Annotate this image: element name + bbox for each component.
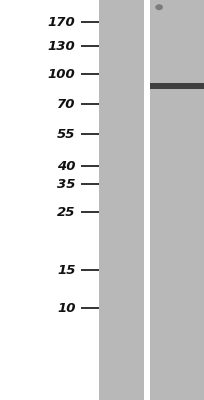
Bar — [150, 0, 204, 400]
Text: 40: 40 — [57, 160, 75, 172]
Text: 35: 35 — [57, 178, 75, 190]
Text: 130: 130 — [48, 40, 75, 52]
Text: 100: 100 — [48, 68, 75, 80]
Text: 25: 25 — [57, 206, 75, 218]
Bar — [99, 0, 144, 400]
Text: 70: 70 — [57, 98, 75, 110]
Text: 10: 10 — [57, 302, 75, 314]
Text: 170: 170 — [48, 16, 75, 28]
Text: 55: 55 — [57, 128, 75, 140]
Text: 15: 15 — [57, 264, 75, 276]
Bar — [144, 0, 150, 400]
Ellipse shape — [155, 4, 163, 10]
Bar — [150, 83, 204, 88]
